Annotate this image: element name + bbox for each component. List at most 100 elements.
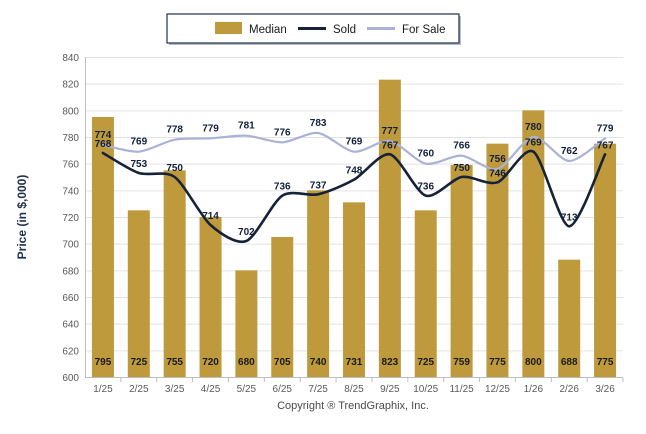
sold-value-label: 736 bbox=[274, 182, 291, 193]
for-sale-value-label: 769 bbox=[130, 137, 147, 148]
sold-value-label: 768 bbox=[95, 139, 112, 150]
bar-value-label: 740 bbox=[310, 357, 327, 368]
sold-value-label: 746 bbox=[489, 168, 506, 179]
bar bbox=[127, 210, 150, 377]
for-sale-line-series bbox=[101, 131, 607, 171]
sold-value-label: 736 bbox=[417, 182, 434, 193]
for-sale-value-label: 777 bbox=[382, 126, 399, 137]
y-tick-label: 620 bbox=[62, 346, 79, 357]
for-sale-value-label: 779 bbox=[597, 123, 614, 134]
x-tick-label: 11/25 bbox=[449, 384, 474, 395]
bar-value-label: 731 bbox=[346, 357, 363, 368]
median-bar-value-labels: 795 725 755 720 680 705 740 731 823 725 759 775 800 6… bbox=[95, 357, 614, 368]
x-tick-label: 2/25 bbox=[129, 384, 149, 395]
bar bbox=[522, 110, 545, 377]
sold-value-label: 753 bbox=[130, 159, 147, 170]
bar-value-label: 775 bbox=[597, 357, 614, 368]
for-sale-value-label: 778 bbox=[166, 125, 183, 136]
sold-value-label: 767 bbox=[382, 140, 399, 151]
for-sale-value-label: 762 bbox=[561, 146, 578, 157]
sold-value-label: 748 bbox=[346, 166, 363, 177]
sold-value-label: 737 bbox=[310, 180, 327, 191]
bar bbox=[307, 190, 330, 377]
bar bbox=[378, 79, 401, 378]
for-sale-line bbox=[101, 131, 607, 171]
bar-value-label: 688 bbox=[561, 357, 578, 368]
legend-label-for-sale: For Sale bbox=[402, 24, 445, 36]
bar-value-label: 705 bbox=[274, 357, 291, 368]
bar-value-label: 759 bbox=[453, 357, 470, 368]
y-tick-label: 760 bbox=[62, 160, 79, 171]
y-axis-tick-labels: 600 620 640 660 680 700 720 740 760 780 800 820 840 bbox=[62, 53, 79, 384]
sold-line bbox=[101, 149, 607, 244]
sold-value-label: 702 bbox=[238, 227, 255, 238]
for-sale-value-label: 769 bbox=[346, 137, 363, 148]
for-sale-value-label: 774 bbox=[95, 130, 112, 141]
legend-label-sold: Sold bbox=[333, 24, 356, 36]
x-tick-label: 7/25 bbox=[308, 384, 328, 395]
bar bbox=[558, 259, 581, 377]
sold-value-label: 750 bbox=[453, 163, 470, 174]
y-tick-label: 700 bbox=[62, 240, 79, 251]
x-tick-label: 1/26 bbox=[524, 384, 544, 395]
sold-value-label: 750 bbox=[166, 163, 183, 174]
bar bbox=[450, 165, 473, 377]
bar bbox=[163, 170, 186, 377]
for-sale-value-label: 783 bbox=[310, 118, 327, 129]
y-tick-label: 820 bbox=[62, 80, 79, 91]
for-sale-value-label: 766 bbox=[453, 141, 470, 152]
for-sale-value-label: 780 bbox=[525, 122, 542, 133]
x-tick-label: 8/25 bbox=[344, 384, 364, 395]
median-bar-series bbox=[91, 79, 617, 378]
y-tick-label: 840 bbox=[62, 53, 79, 64]
legend: Median Sold For Sale bbox=[166, 13, 461, 45]
for-sale-value-label: 779 bbox=[202, 123, 219, 134]
x-tick-label: 3/26 bbox=[595, 384, 615, 395]
sold-value-labels: 768 753 750 714 702 736 737 748 767 736 750 746 769 7… bbox=[95, 138, 614, 238]
bar bbox=[486, 143, 509, 377]
bar-value-label: 725 bbox=[417, 357, 434, 368]
y-axis-title: Price (in $,000) bbox=[15, 175, 29, 260]
for-sale-value-label: 756 bbox=[489, 154, 506, 165]
x-tick-label: 2/26 bbox=[559, 384, 579, 395]
y-tick-label: 640 bbox=[62, 320, 79, 331]
y-tick-label: 660 bbox=[62, 293, 79, 304]
bar-value-label: 823 bbox=[382, 357, 399, 368]
bar-value-label: 680 bbox=[238, 357, 255, 368]
x-tick-label: 12/25 bbox=[485, 384, 510, 395]
for-sale-value-labels: 774 769 778 779 781 776 783 769 777 760 766 756 780 7… bbox=[95, 118, 614, 165]
x-tick-label: 4/25 bbox=[201, 384, 221, 395]
sold-value-label: 769 bbox=[525, 138, 542, 149]
sold-line-series bbox=[101, 149, 607, 244]
x-tick-label: 10/25 bbox=[413, 384, 438, 395]
sold-value-label: 714 bbox=[202, 211, 219, 222]
y-tick-label: 680 bbox=[62, 266, 79, 277]
legend-label-median: Median bbox=[249, 24, 287, 36]
sold-value-label: 713 bbox=[561, 212, 578, 223]
bar-value-label: 725 bbox=[130, 357, 147, 368]
x-tick-label: 9/25 bbox=[380, 384, 400, 395]
for-sale-value-label: 781 bbox=[238, 121, 255, 132]
y-tick-label: 720 bbox=[62, 213, 79, 224]
x-tick-label: 3/25 bbox=[165, 384, 185, 395]
bar-value-label: 755 bbox=[166, 357, 183, 368]
legend-swatch-median bbox=[215, 22, 242, 34]
x-tick-label: 6/25 bbox=[273, 384, 293, 395]
x-tick-label: 5/25 bbox=[237, 384, 257, 395]
y-tick-label: 740 bbox=[62, 186, 79, 197]
sold-value-label: 767 bbox=[597, 140, 614, 151]
copyright-text: Copyright ® TrendGraphix, Inc. bbox=[277, 400, 429, 412]
bar-value-label: 795 bbox=[95, 357, 112, 368]
for-sale-value-label: 776 bbox=[274, 127, 291, 138]
bar bbox=[199, 217, 222, 377]
x-tick-label: 1/25 bbox=[93, 384, 113, 395]
bar bbox=[414, 210, 437, 377]
bar bbox=[594, 143, 617, 377]
bar bbox=[91, 117, 114, 377]
bar bbox=[343, 202, 365, 377]
bar bbox=[235, 270, 258, 377]
for-sale-value-label: 760 bbox=[417, 149, 434, 160]
y-tick-label: 800 bbox=[62, 106, 79, 117]
bar-value-label: 775 bbox=[489, 357, 506, 368]
